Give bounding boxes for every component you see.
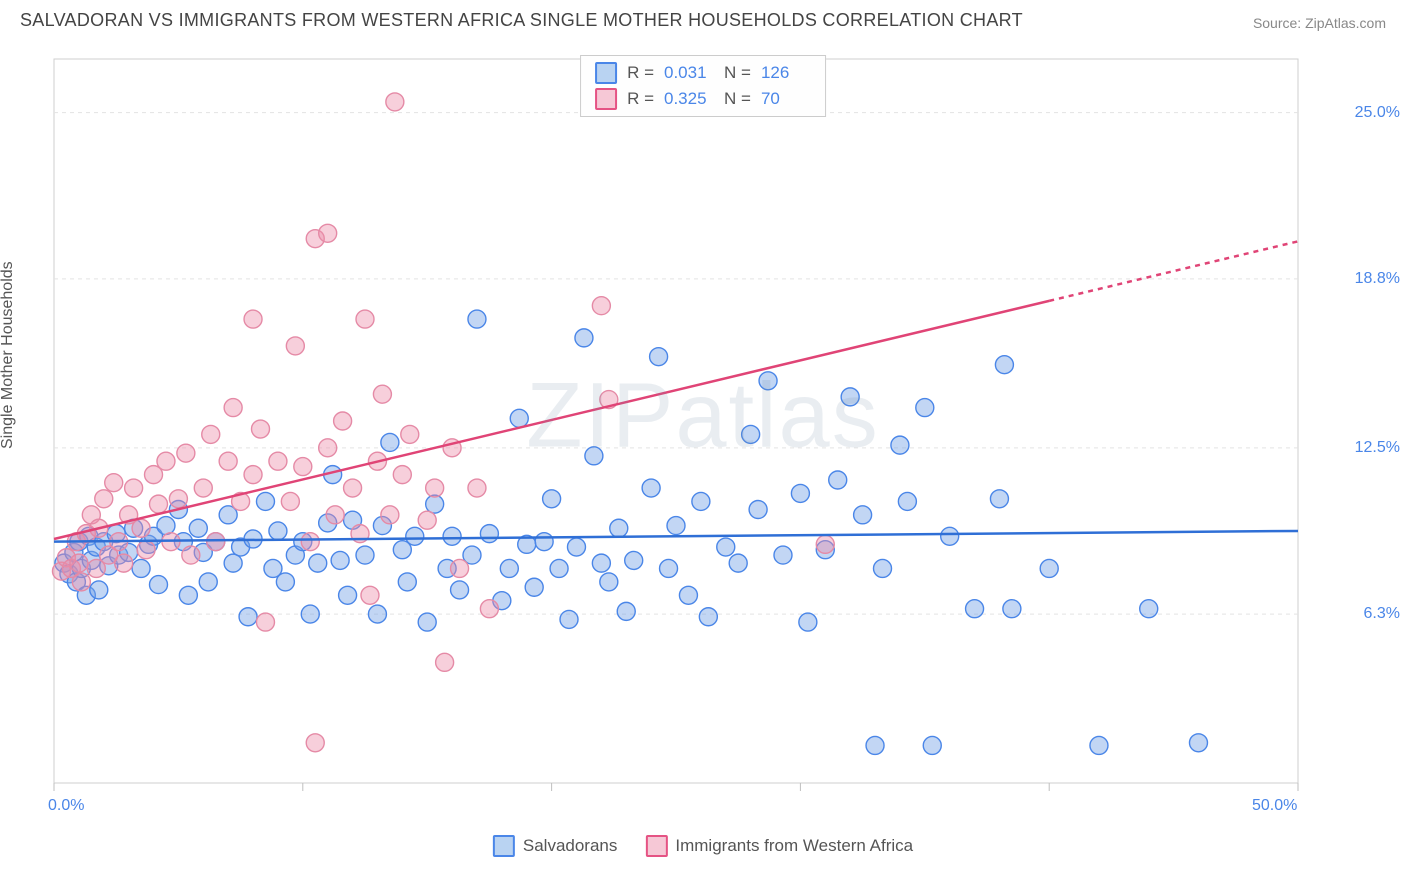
legend-item: Immigrants from Western Africa (645, 835, 913, 857)
legend-swatch (493, 835, 515, 857)
r-value: 0.031 (664, 63, 714, 83)
scatter-plot (48, 53, 1358, 813)
source-label: Source: ZipAtlas.com (1253, 15, 1386, 31)
r-value: 0.325 (664, 89, 714, 109)
chart-title: SALVADORAN VS IMMIGRANTS FROM WESTERN AF… (20, 10, 1023, 31)
x-tick-label: 50.0% (1252, 797, 1297, 815)
legend-label: Salvadorans (523, 836, 618, 856)
legend-row: R = 0.031 N = 126 (595, 62, 811, 84)
n-value: 126 (761, 63, 811, 83)
n-label: N = (724, 89, 751, 109)
x-tick-label: 0.0% (48, 797, 84, 815)
y-tick-label: 25.0% (1355, 104, 1400, 122)
n-label: N = (724, 63, 751, 83)
y-tick-label: 6.3% (1364, 605, 1400, 623)
legend-label: Immigrants from Western Africa (675, 836, 913, 856)
y-axis-label: Single Mother Households (0, 261, 17, 449)
y-tick-label: 12.5% (1355, 439, 1400, 457)
legend-swatch (645, 835, 667, 857)
r-label: R = (627, 63, 654, 83)
r-label: R = (627, 89, 654, 109)
chart-container: Single Mother Households ZIPatlas R = 0.… (0, 35, 1406, 863)
legend-correlation: R = 0.031 N = 126 R = 0.325 N = 70 (580, 55, 826, 117)
legend-series: Salvadorans Immigrants from Western Afri… (493, 835, 913, 857)
legend-row: R = 0.325 N = 70 (595, 88, 811, 110)
y-tick-label: 18.8% (1355, 270, 1400, 288)
legend-swatch (595, 62, 617, 84)
n-value: 70 (761, 89, 811, 109)
legend-swatch (595, 88, 617, 110)
legend-item: Salvadorans (493, 835, 618, 857)
